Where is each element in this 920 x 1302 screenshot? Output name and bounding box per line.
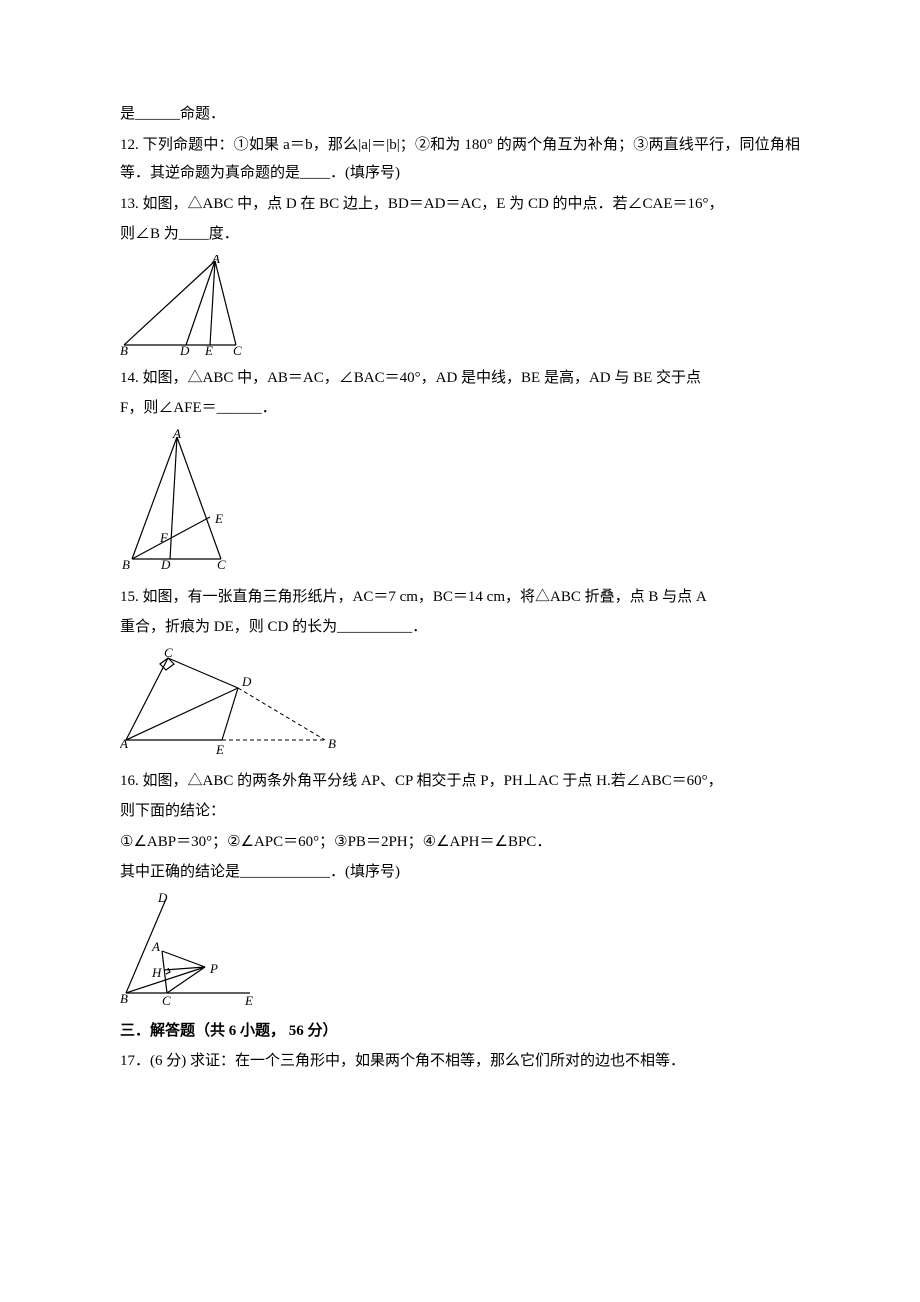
svg-text:E: E — [204, 343, 213, 358]
figure-q13: A B DE C — [120, 255, 800, 360]
q12-text: 12. 下列命题中：①如果 a＝b，那么|a|＝|b|；②和为 180° 的两个… — [120, 137, 800, 182]
svg-text:C: C — [162, 993, 171, 1008]
q17-text: 17．(6 分) 求证：在一个三角形中，如果两个角不相等，那么它们所对的边也不相… — [120, 1053, 685, 1069]
svg-text:P: P — [209, 961, 218, 976]
section-3-head: 三．解答题（共 6 小题， 56 分） — [120, 1017, 800, 1046]
q13-line-b: 则∠B 为____度． — [120, 220, 800, 249]
q16-text-c: ①∠ABP＝30°；②∠APC＝60°；③PB＝2PH；④∠APH＝∠BPC． — [120, 834, 551, 850]
figure-q14: A B C D E F — [120, 429, 800, 579]
svg-text:C: C — [217, 557, 226, 572]
svg-text:D: D — [241, 674, 252, 689]
svg-text:B: B — [120, 343, 128, 358]
svg-text:A: A — [211, 255, 220, 266]
svg-text:D: D — [160, 557, 171, 572]
svg-text:E: E — [244, 993, 253, 1008]
q12: 12. 下列命题中：①如果 a＝b，那么|a|＝|b|；②和为 180° 的两个… — [120, 131, 800, 188]
svg-text:D: D — [157, 893, 168, 905]
svg-text:H: H — [151, 965, 162, 980]
q16-line-c: ①∠ABP＝30°；②∠APC＝60°；③PB＝2PH；④∠APH＝∠BPC． — [120, 828, 800, 857]
svg-text:A: A — [172, 429, 181, 441]
svg-text:E: E — [214, 511, 223, 526]
q16-text-d: 其中正确的结论是____________．(填序号) — [120, 864, 400, 880]
svg-text:A: A — [151, 939, 160, 954]
svg-text:B: B — [120, 991, 128, 1006]
q16-line-d: 其中正确的结论是____________．(填序号) — [120, 858, 800, 887]
svg-text:A: A — [120, 736, 128, 751]
q11-tail: 是______命题． — [120, 100, 800, 129]
q14-text-a: 14. 如图，△ABC 中，AB＝AC，∠BAC＝40°，AD 是中线，BE 是… — [120, 370, 701, 386]
q15-text-a: 15. 如图，有一张直角三角形纸片，AC＝7 cm，BC＝14 cm，将△ABC… — [120, 589, 707, 605]
q16-text-b: 则下面的结论： — [120, 803, 225, 819]
q17: 17．(6 分) 求证：在一个三角形中，如果两个角不相等，那么它们所对的边也不相… — [120, 1047, 800, 1076]
q13-text-a: 13. 如图，△ABC 中，点 D 在 BC 边上，BD＝AD＝AC，E 为 C… — [120, 196, 724, 212]
q15-line-a: 15. 如图，有一张直角三角形纸片，AC＝7 cm，BC＝14 cm，将△ABC… — [120, 583, 800, 612]
q15-text-b: 重合，折痕为 DE，则 CD 的长为__________． — [120, 619, 427, 635]
section-3-text: 三．解答题（共 6 小题， 56 分） — [120, 1023, 338, 1039]
q16-line-a: 16. 如图，△ABC 的两条外角平分线 AP、CP 相交于点 P，PH⊥AC … — [120, 767, 800, 796]
svg-text:D: D — [179, 343, 190, 358]
q14-line-a: 14. 如图，△ABC 中，AB＝AC，∠BAC＝40°，AD 是中线，BE 是… — [120, 364, 800, 393]
svg-text:F: F — [159, 530, 169, 545]
figure-q15: C A E B D — [120, 648, 800, 763]
svg-text:B: B — [328, 736, 336, 751]
q14-text-b: F，则∠AFE＝______． — [120, 400, 277, 416]
svg-text:E: E — [215, 742, 224, 757]
svg-text:C: C — [233, 343, 242, 358]
svg-text:B: B — [122, 557, 130, 572]
q13-line-a: 13. 如图，△ABC 中，点 D 在 BC 边上，BD＝AD＝AC，E 为 C… — [120, 190, 800, 219]
q15-line-b: 重合，折痕为 DE，则 CD 的长为__________． — [120, 613, 800, 642]
q16-text-a: 16. 如图，△ABC 的两条外角平分线 AP、CP 相交于点 P，PH⊥AC … — [120, 773, 723, 789]
q13-text-b: 则∠B 为____度． — [120, 226, 239, 242]
figure-q16: D A B C E P H — [120, 893, 800, 1013]
q11-tail-text: 是______命题． — [120, 106, 225, 122]
svg-text:C: C — [164, 648, 173, 660]
q14-line-b: F，则∠AFE＝______． — [120, 394, 800, 423]
q16-line-b: 则下面的结论： — [120, 797, 800, 826]
